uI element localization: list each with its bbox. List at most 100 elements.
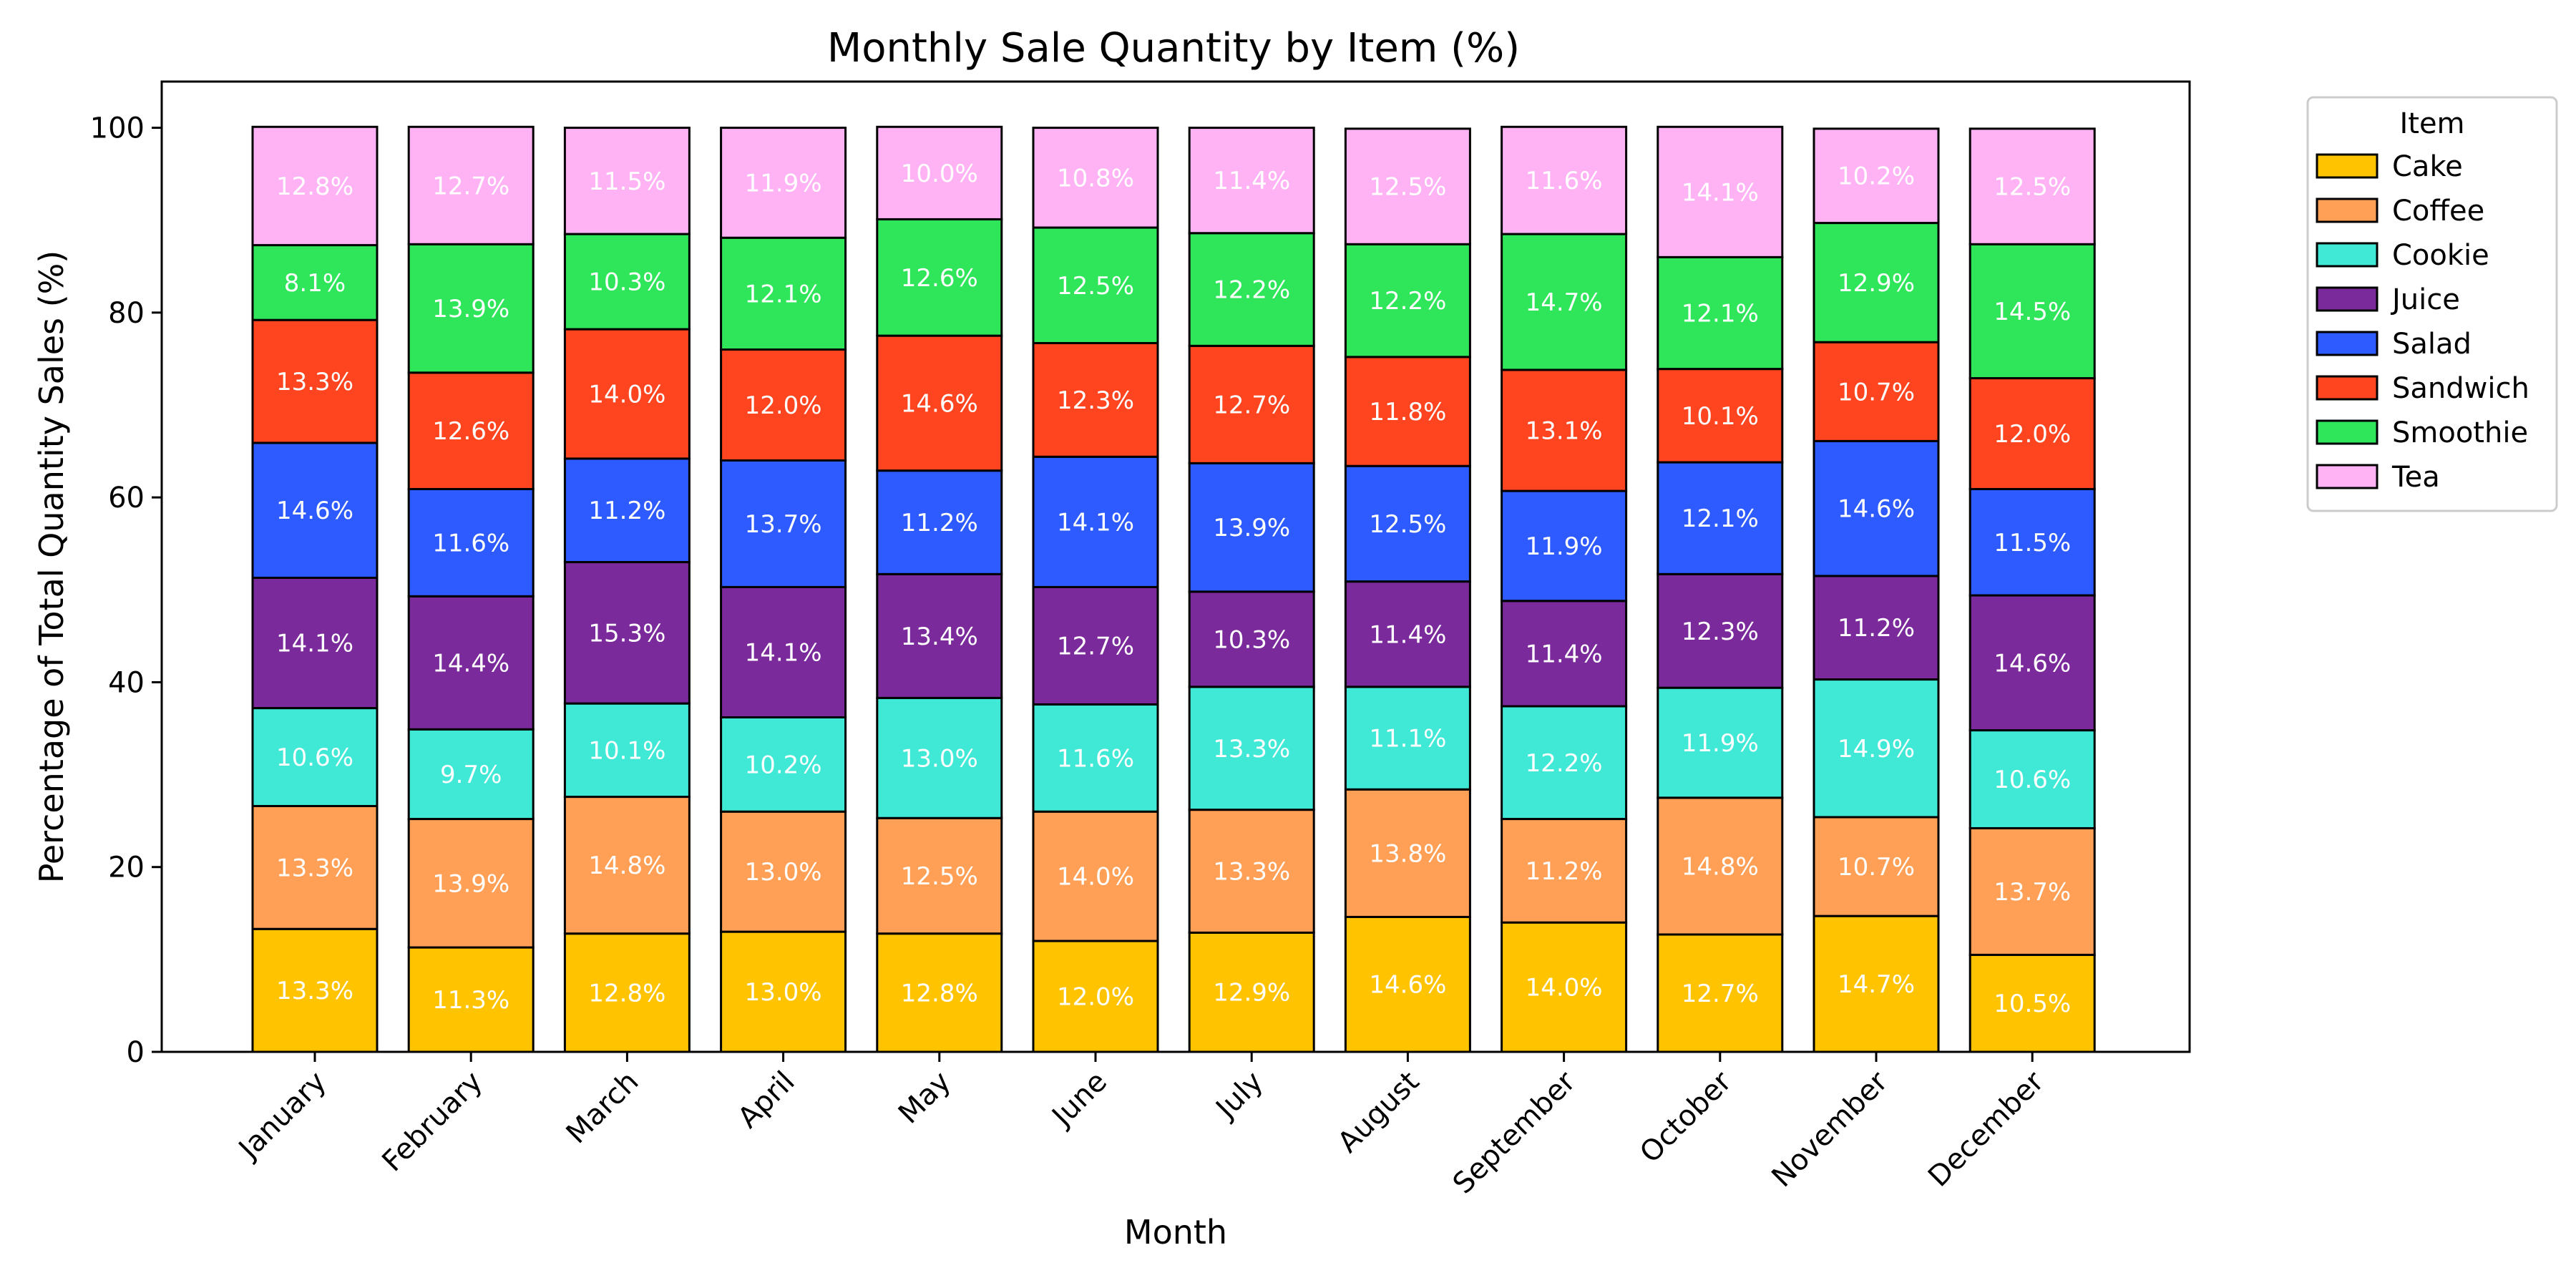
data-label: 14.6%	[1994, 649, 2071, 678]
bar-segment-cookie	[1968, 729, 2096, 829]
data-label: 13.3%	[276, 977, 353, 1005]
bar-segment-coffee	[563, 796, 691, 935]
data-label: 11.4%	[1369, 620, 1446, 649]
bar-segment-juice	[407, 595, 535, 731]
bar-segment-cake	[1501, 921, 1628, 1053]
bar-segment-sandwich	[1501, 369, 1628, 492]
bar-segment-tea	[720, 127, 847, 239]
bar-stack-december: 10.5% 13.7% 10.6% 14.6% 11.5% 12.0% 14.5% 12.5%	[1968, 127, 2096, 1053]
x-tick-label: December	[1922, 1065, 2051, 1194]
data-label: 12.0%	[1994, 420, 2071, 449]
data-label: 11.8%	[1369, 398, 1446, 426]
data-label: 12.7%	[432, 172, 509, 200]
bar-stack-november: 14.7% 10.7% 14.9% 11.2% 14.6% 10.7% 12.9% 10.2%	[1813, 127, 1940, 1053]
bar-segment-sandwich	[1344, 356, 1471, 467]
bar-segment-smoothie	[407, 243, 535, 374]
x-tick-label: November	[1765, 1065, 1894, 1194]
data-label: 14.4%	[432, 649, 509, 678]
legend-label: Juice	[2390, 283, 2460, 316]
bar-segment-sandwich	[1968, 377, 2096, 491]
legend-swatch	[2316, 153, 2379, 179]
data-label: 10.6%	[1994, 766, 2071, 794]
legend-swatch	[2316, 419, 2379, 445]
bar-stack-april: 13.0% 13.0% 10.2% 14.1% 13.7% 12.0% 12.1% 11.9%	[720, 127, 847, 1053]
data-label: 12.2%	[1369, 287, 1446, 316]
data-label: 10.2%	[1838, 162, 1915, 191]
legend-label: Coffee	[2392, 195, 2484, 228]
bar-stack-june: 12.0% 14.0% 11.6% 12.7% 14.1% 12.3% 12.5% 10.8%	[1032, 127, 1159, 1053]
x-tick-label: May	[892, 1065, 957, 1131]
data-label: 12.3%	[1682, 618, 1759, 646]
data-label: 12.5%	[1369, 510, 1446, 539]
bar-segment-tea	[1188, 127, 1315, 235]
y-tick-label: 40	[108, 666, 145, 699]
legend-item-coffee: Coffee	[2316, 195, 2484, 228]
data-label: 11.6%	[1057, 744, 1134, 773]
bar-stack-january: 13.3% 13.3% 10.6% 14.1% 14.6% 13.3% 8.1% 12.8%	[251, 125, 379, 1053]
legend-label: Tea	[2391, 461, 2440, 494]
data-label: 12.7%	[1057, 632, 1134, 660]
plot-frame	[160, 80, 2191, 1053]
bar-segment-smoothie	[1032, 226, 1159, 344]
data-label: 10.7%	[1838, 853, 1915, 882]
data-label: 13.7%	[1994, 878, 2071, 907]
x-tick-label: October	[1634, 1065, 1738, 1169]
data-label: 10.7%	[1838, 378, 1915, 406]
data-label: 13.9%	[432, 295, 509, 323]
data-label: 13.7%	[745, 510, 822, 539]
data-label: 11.4%	[1213, 167, 1290, 195]
data-label: 12.2%	[1213, 276, 1290, 305]
data-label: 13.9%	[432, 869, 509, 898]
data-label: 13.0%	[745, 978, 822, 1007]
bar-segment-sandwich	[876, 334, 1003, 472]
bar-segment-smoothie	[563, 233, 691, 331]
data-label: 12.7%	[1682, 980, 1759, 1008]
legend-label: Smoothie	[2392, 416, 2528, 449]
data-label: 12.6%	[901, 264, 978, 293]
data-label: 14.0%	[1526, 974, 1603, 1002]
data-label: 10.3%	[1213, 625, 1290, 654]
legend-swatch	[2316, 464, 2379, 489]
chart-title: Monthly Sale Quantity by Item (%)	[827, 25, 1520, 72]
bar-segment-salad	[1968, 488, 2096, 597]
x-axis-title: Month	[1124, 1213, 1227, 1252]
data-label: 13.0%	[745, 858, 822, 887]
bar-segment-smoothie	[1188, 232, 1315, 347]
data-label: 11.2%	[1526, 857, 1603, 886]
legend-swatch	[2316, 375, 2379, 401]
bar-segment-coffee	[1032, 810, 1159, 942]
bar-segment-coffee	[1968, 826, 2096, 956]
legend-label: Cake	[2392, 150, 2463, 183]
bar-segment-smoothie	[1657, 255, 1784, 371]
bar-segment-salad	[1344, 464, 1471, 583]
data-label: 14.6%	[901, 389, 978, 418]
x-tick-label: September	[1447, 1065, 1582, 1200]
data-label: 14.8%	[1682, 852, 1759, 881]
data-label: 8.1%	[284, 269, 346, 298]
data-label: 12.7%	[1213, 391, 1290, 419]
bar-stack-february: 11.3% 13.9% 9.7% 14.4% 11.6% 12.6% 13.9% 12.7%	[407, 125, 535, 1053]
bar-segment-juice	[1813, 575, 1940, 681]
data-label: 12.5%	[901, 862, 978, 891]
data-label: 12.9%	[1213, 979, 1290, 1008]
data-label: 14.0%	[1057, 863, 1134, 892]
bar-segment-juice	[1501, 600, 1628, 708]
bar-segment-salad	[1032, 455, 1159, 588]
data-label: 11.2%	[1838, 614, 1915, 643]
bar-segment-tea	[251, 125, 379, 247]
data-label: 13.9%	[1213, 514, 1290, 542]
bar-segment-cookie	[407, 728, 535, 821]
y-axis-title: Percentage of Total Quantity Sales (%)	[32, 250, 71, 883]
bar-segment-coffee	[251, 804, 379, 930]
data-label: 12.5%	[1369, 173, 1446, 202]
data-label: 12.8%	[588, 979, 665, 1008]
bar-segment-sandwich	[1813, 341, 1940, 442]
data-label: 11.1%	[1369, 725, 1446, 753]
bar-stack-august: 14.6% 13.8% 11.1% 11.4% 12.5% 11.8% 12.2% 12.5%	[1344, 127, 1471, 1053]
data-label: 10.8%	[1057, 164, 1134, 192]
y-tick-label: 80	[108, 297, 145, 330]
data-label: 11.9%	[1682, 729, 1759, 758]
data-label: 11.2%	[588, 497, 665, 525]
legend-label: Salad	[2392, 328, 2472, 361]
